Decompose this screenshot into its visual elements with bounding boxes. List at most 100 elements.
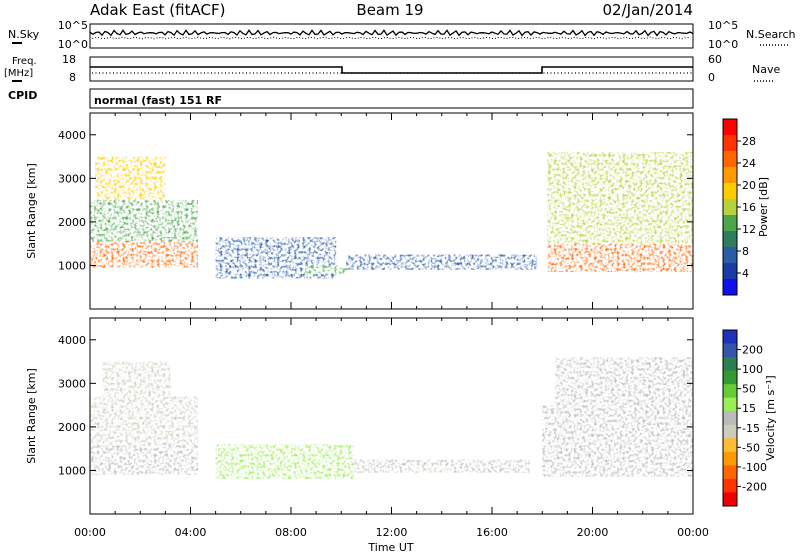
power-colorbar-tick-label: 16 — [742, 201, 756, 214]
velocity-panel: 1000 2000 3000 4000 Slant Range [km] — [25, 317, 694, 515]
time-tick-label: 00:00 — [677, 526, 709, 539]
noise-sky-trace — [89, 29, 694, 37]
velocity-patch — [90, 396, 199, 445]
time-tick-label: 00:00 — [74, 526, 106, 539]
power-patch — [547, 243, 693, 272]
velocity-colorbar-tick-label: -200 — [742, 480, 767, 493]
power-colorbar-ticks: 28 24 20 16 12 8 4 — [737, 135, 756, 280]
power-colorbar-cell — [723, 135, 737, 152]
power-patch — [95, 156, 166, 201]
time-axis-title: Time UT — [367, 541, 413, 554]
power-colorbar-tick-label: 12 — [742, 223, 756, 236]
time-tick-label: 20:00 — [577, 526, 609, 539]
velocity-colorbar-cell — [723, 492, 737, 507]
power-colorbar-title: Power [dB] — [757, 177, 770, 237]
velocity-colorbar-cell — [723, 343, 737, 358]
velocity-y-tick-label: 4000 — [58, 334, 86, 347]
power-y-tick-label: 3000 — [58, 172, 86, 185]
power-y-tick-label: 4000 — [58, 129, 86, 142]
velocity-colorbar-cell — [723, 451, 737, 466]
velocity-colorbar-cell — [723, 411, 737, 426]
time-tick-label: 16:00 — [476, 526, 508, 539]
velocity-x-ticks — [89, 318, 694, 514]
velocity-y-tick-label: 1000 — [58, 464, 86, 477]
power-ylabel: Slant Range [km] — [25, 163, 38, 259]
freq-trace — [90, 66, 693, 74]
nsky-label: N.Sky — [8, 28, 40, 41]
power-x-ticks — [89, 113, 694, 309]
power-patch — [303, 265, 347, 275]
power-colorbar-cell — [723, 183, 737, 200]
power-colorbar-cell — [723, 119, 737, 136]
velocity-y-ticks: 1000 2000 3000 4000 — [58, 334, 693, 477]
noise-search-trace — [89, 36, 690, 40]
time-axis-labels: 00:00 04:00 08:00 12:00 16:00 20:00 00:00 — [74, 526, 709, 539]
velocity-colorbar-tick-label: 100 — [742, 363, 763, 376]
velocity-colorbar-tick-label: -100 — [742, 461, 767, 474]
power-data — [90, 152, 693, 279]
velocity-patch — [90, 444, 199, 475]
velocity-colorbar-cell — [723, 424, 737, 439]
freq-unit: [MHz] — [4, 68, 33, 79]
nsearch-tick-bottom: 10^0 — [708, 38, 738, 51]
power-colorbar-tick-label: 24 — [742, 157, 756, 170]
power-colorbar-cell — [723, 247, 737, 264]
velocity-y-tick-label: 3000 — [58, 377, 86, 390]
nave-tick-top: 60 — [708, 53, 722, 66]
power-patch — [547, 152, 693, 244]
velocity-colorbar-cell — [723, 330, 737, 345]
velocity-colorbar-cell — [723, 357, 737, 372]
power-patch — [346, 254, 538, 270]
freq-tick-top: 18 — [62, 53, 76, 66]
power-patch — [90, 241, 199, 268]
velocity-colorbar-tick-label: -15 — [742, 422, 760, 435]
cpid-label: CPID — [8, 89, 37, 102]
beam-title: Beam 19 — [356, 1, 423, 19]
velocity-colorbar-cell — [723, 370, 737, 385]
velocity-colorbar: 200 100 50 15 -15 -50 -100 -200 Velocity [m s⁻¹… — [722, 329, 777, 507]
velocity-colorbar-frame — [722, 329, 738, 507]
velocity-colorbar-cell — [723, 384, 737, 399]
time-tick-label: 08:00 — [275, 526, 307, 539]
velocity-patch — [554, 357, 693, 406]
freq-strip: Freq. [MHz] 18 8 60 0 Nave CPID — [4, 53, 780, 102]
power-colorbar-tick-label: 4 — [742, 267, 749, 280]
date-title: 02/Jan/2014 — [603, 1, 694, 19]
velocity-colorbar-tick-label: 15 — [742, 402, 756, 415]
velocity-colorbar-cells — [723, 330, 737, 507]
noise-strip: N.Sky 10^5 10^0 10^5 10^0 N.Search — [8, 19, 796, 51]
nsky-tick-top: 10^5 — [58, 19, 88, 32]
time-tick-label: 12:00 — [376, 526, 408, 539]
power-panel: 1000 2000 3000 4000 Slant Range [km] — [25, 112, 694, 310]
velocity-patch — [215, 444, 354, 480]
freq-label: Freq. — [12, 56, 37, 67]
velocity-ylabel: Slant Range [km] — [25, 368, 38, 464]
velocity-patch — [542, 405, 693, 477]
power-colorbar-cell — [723, 215, 737, 232]
power-y-tick-label: 2000 — [58, 216, 86, 229]
velocity-patch — [353, 459, 530, 473]
nave-tick-bottom: 0 — [708, 71, 715, 84]
velocity-data — [90, 357, 693, 480]
time-tick-label: 04:00 — [175, 526, 207, 539]
power-colorbar-cells — [723, 119, 737, 296]
power-y-ticks: 1000 2000 3000 4000 — [58, 129, 693, 272]
nsearch-label: N.Search — [746, 28, 796, 41]
power-patch — [90, 200, 199, 242]
power-colorbar-cell — [723, 231, 737, 248]
power-colorbar-tick-label: 8 — [742, 245, 749, 258]
velocity-colorbar-cell — [723, 465, 737, 480]
cpid-text: normal (fast) 151 RF — [94, 94, 222, 107]
cpid-frame — [89, 88, 694, 109]
power-colorbar-cell — [723, 151, 737, 168]
nsky-tick-bottom: 10^0 — [58, 38, 88, 51]
power-colorbar-tick-label: 28 — [742, 135, 756, 148]
station-title: Adak East (fitACF) — [90, 1, 225, 19]
velocity-colorbar-ticks: 200 100 50 15 -15 -50 -100 -200 — [737, 344, 767, 493]
power-colorbar-cell — [723, 279, 737, 296]
velocity-colorbar-tick-label: 50 — [742, 383, 756, 396]
velocity-colorbar-cell — [723, 397, 737, 412]
nave-label: Nave — [752, 63, 780, 76]
power-y-tick-label: 1000 — [58, 259, 86, 272]
